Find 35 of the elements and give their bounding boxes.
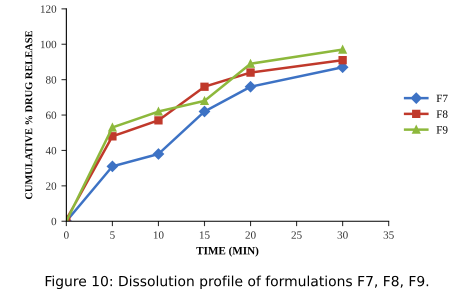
point — [246, 60, 255, 68]
point — [154, 107, 163, 116]
point — [106, 160, 118, 172]
y-tick-label: 60 — [46, 112, 56, 120]
x-tick-label: 35 — [384, 231, 394, 239]
y-tick-label: 120 — [40, 5, 56, 13]
legend-label: F8 — [436, 110, 448, 118]
caption: Figure 10: Dissolution profile of formulations F7, F8, F9. — [46, 276, 428, 290]
point — [244, 81, 256, 92]
point — [246, 68, 255, 77]
y-tick-label: 0 — [52, 218, 56, 226]
point — [200, 96, 209, 106]
x-tick-label: 30 — [338, 231, 348, 239]
point — [152, 148, 164, 160]
x-tick-label: 10 — [154, 231, 164, 239]
y-tick-label: 80 — [46, 76, 56, 84]
point — [338, 56, 347, 64]
y-tick-label: 100 — [40, 40, 56, 48]
x-tick-label: 0 — [64, 231, 69, 239]
legend-label: F7 — [436, 94, 448, 102]
point — [200, 82, 209, 91]
point — [108, 132, 117, 140]
point — [338, 45, 347, 54]
x-tick-label: 25 — [292, 231, 302, 239]
y-tick-label: 20 — [46, 182, 56, 190]
x-tick-label: 15 — [200, 231, 210, 239]
x-tick-label: 5 — [110, 231, 115, 239]
y-axis-title: CUMULATIVE % DRUG RELEASE — [25, 31, 32, 200]
point — [154, 116, 163, 125]
point — [108, 123, 117, 132]
x-tick-label: 20 — [245, 231, 256, 239]
y-tick-label: 40 — [46, 146, 56, 154]
legend-label: F9 — [436, 126, 448, 134]
x-axis-title: TIME (MIN) — [196, 246, 258, 257]
point — [198, 106, 210, 118]
